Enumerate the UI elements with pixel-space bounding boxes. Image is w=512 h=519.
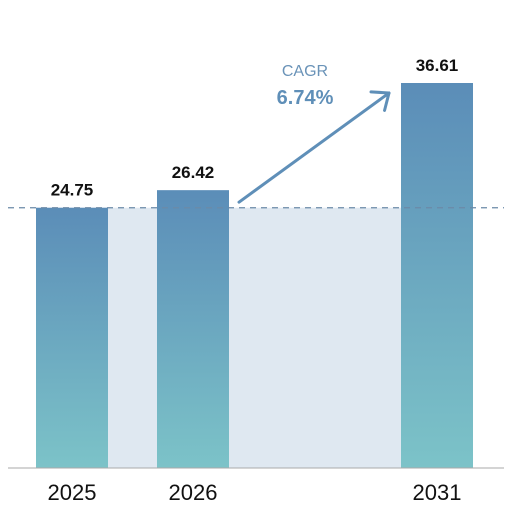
category-label-2026: 2026 bbox=[169, 480, 218, 505]
bar-2025 bbox=[36, 207, 108, 468]
labels-layer: 24.75 2025 26.42 2026 36.61 2031 bbox=[48, 56, 462, 505]
value-label-2031: 36.61 bbox=[416, 56, 459, 75]
value-label-2026: 26.42 bbox=[172, 163, 215, 182]
cagr-title: CAGR bbox=[282, 63, 328, 80]
bar-2031 bbox=[401, 83, 473, 468]
bars-layer bbox=[36, 83, 473, 468]
shaded-band-layer bbox=[36, 207, 473, 468]
category-label-2031: 2031 bbox=[413, 480, 462, 505]
value-label-2025: 24.75 bbox=[51, 181, 94, 200]
bar-2026 bbox=[157, 190, 229, 468]
category-label-2025: 2025 bbox=[48, 480, 97, 505]
shaded-band bbox=[36, 207, 473, 468]
cagr-arrow-head-icon bbox=[369, 90, 391, 112]
cagr-value: 6.74% bbox=[277, 87, 334, 109]
cagr-annotation: CAGR 6.74% bbox=[237, 63, 391, 204]
cagr-arrow-shaft bbox=[237, 91, 391, 204]
